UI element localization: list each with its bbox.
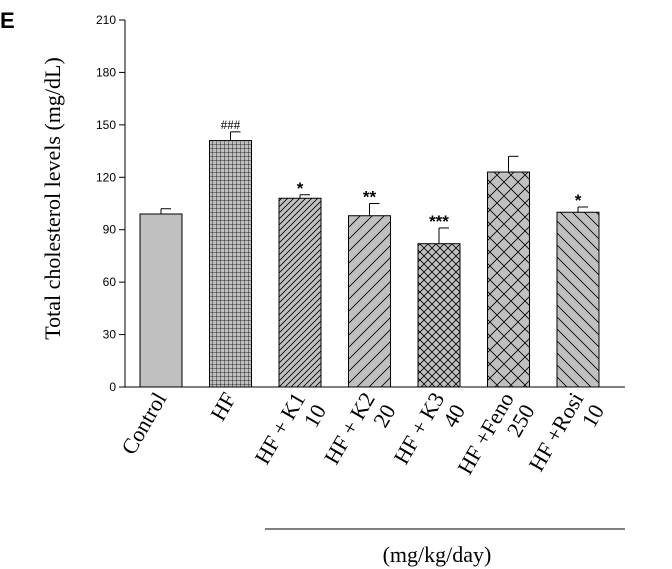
- x-tick-label: HF: [205, 388, 241, 425]
- x-tick-label: HF + K220: [319, 388, 401, 480]
- y-axis: 0 30 60 90 120 150 180 210: [96, 13, 625, 394]
- bar: [417, 243, 461, 388]
- significance-marker: **: [363, 188, 377, 207]
- x-tick-label: Control: [116, 388, 171, 459]
- bars-group: ###* ******: [139, 117, 600, 388]
- bar: [209, 140, 252, 388]
- significance-marker: *: [575, 191, 582, 210]
- bar: [348, 215, 391, 388]
- bar: [487, 171, 530, 388]
- bar: [556, 211, 600, 388]
- y-axis-label: Total cholesterol levels (mg/dL): [40, 57, 65, 340]
- unit-note: (mg/kg/day): [383, 542, 492, 567]
- bar: [278, 197, 322, 388]
- y-tick-label: 30: [103, 328, 117, 342]
- x-tick-label: HF +Rosi10: [523, 388, 609, 487]
- y-tick-label: 150: [96, 118, 116, 132]
- x-tick-label: HF + K110: [249, 388, 331, 480]
- bar: [139, 213, 183, 388]
- y-tick-label: 90: [103, 223, 117, 237]
- x-tick-label: HF +Feno250: [452, 388, 539, 490]
- significance-marker: ###: [221, 117, 241, 132]
- significance-marker: ***: [429, 212, 449, 231]
- significance-marker: *: [297, 179, 304, 198]
- y-tick-label: 60: [103, 275, 117, 289]
- y-tick-label: 120: [96, 170, 116, 184]
- y-tick-label: 0: [109, 380, 116, 394]
- y-tick-label: 180: [96, 65, 116, 79]
- panel-letter: E: [0, 8, 15, 33]
- y-tick-label: 210: [96, 13, 116, 27]
